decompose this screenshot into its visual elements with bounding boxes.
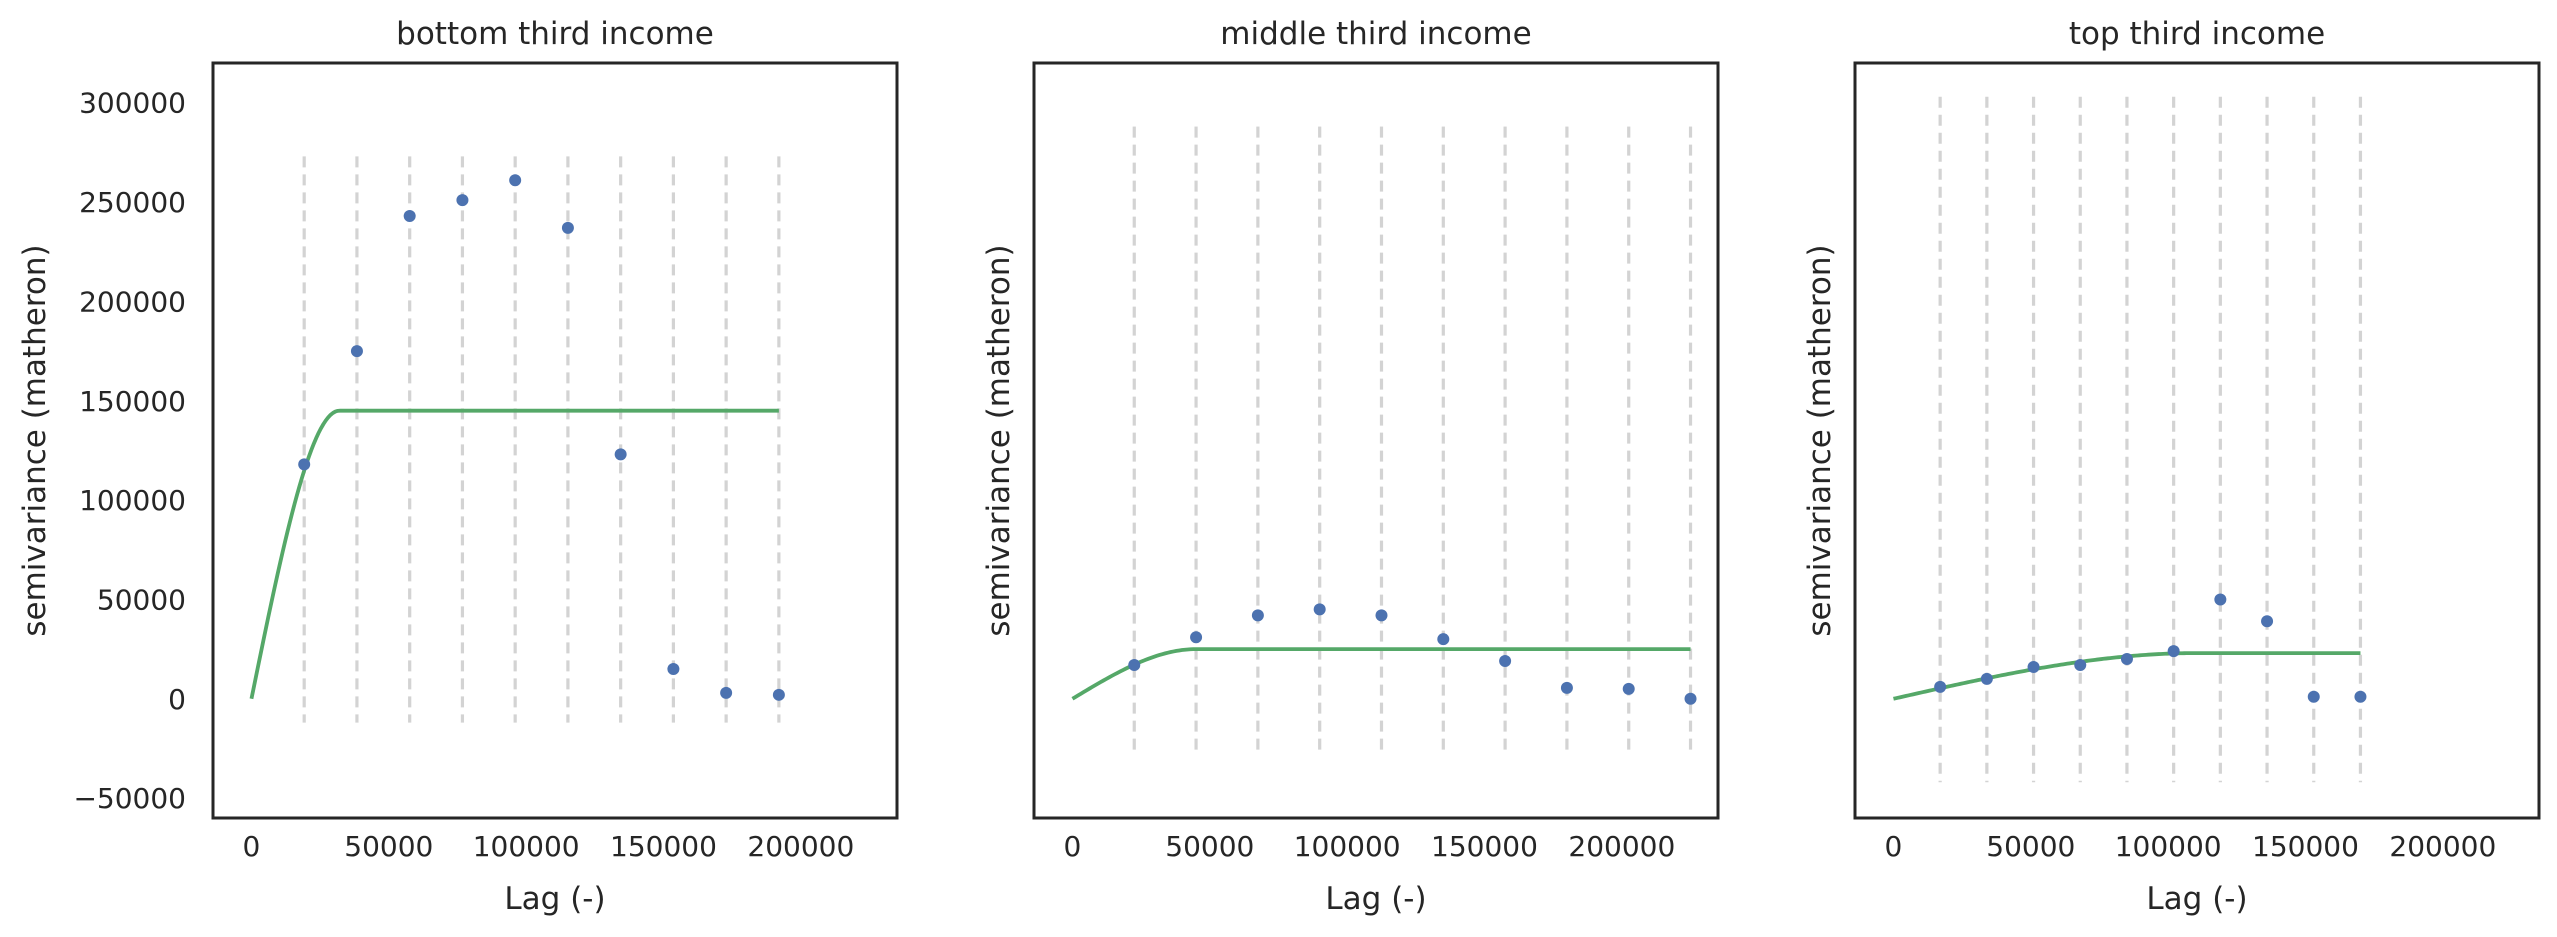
x-axis-label: Lag (-) [2146, 881, 2247, 917]
x-tick-label: 150000 [610, 830, 717, 863]
x-axis-label: Lag (-) [504, 881, 605, 917]
chart-title: bottom third income [396, 16, 714, 52]
data-point [2027, 661, 2040, 673]
x-tick-label: 150000 [1431, 830, 1538, 863]
data-point [2167, 645, 2180, 658]
data-point [1684, 692, 1697, 705]
data-point [1128, 659, 1141, 672]
y-tick-label: 50000 [97, 583, 186, 616]
data-point [720, 686, 733, 699]
data-point [509, 174, 522, 187]
chart-title: middle third income [1220, 16, 1531, 52]
x-tick-label: 0 [243, 830, 261, 863]
x-tick-label: 100000 [2115, 830, 2222, 863]
y-tick-label: 150000 [79, 385, 186, 418]
y-axis-label: semivariance (matheron) [17, 244, 53, 636]
data-point [2307, 690, 2320, 703]
data-point [772, 688, 785, 701]
x-axis-label: Lag (-) [1325, 881, 1426, 917]
x-tick-label: 150000 [2252, 830, 2359, 863]
plot-frame [211, 61, 899, 820]
data-point [2074, 659, 2087, 672]
chart-panel-2: 0 50000 100000 150000 200000 middle third inc… [981, 16, 1720, 917]
y-tick-label: 200000 [79, 285, 186, 318]
x-tick-label: 200000 [2389, 830, 2496, 863]
data-point [456, 194, 469, 207]
plot-frame [1853, 61, 2541, 820]
data-point [667, 662, 680, 675]
data-point [2261, 615, 2274, 628]
y-tick-label: −50000 [73, 782, 186, 815]
data-point [350, 345, 363, 358]
data-point [1622, 682, 1635, 695]
plot-frame [1032, 61, 1720, 820]
x-tick-label: 0 [1885, 830, 1903, 863]
y-tick-label: 100000 [79, 484, 186, 517]
data-point [1499, 655, 1512, 668]
data-point [1375, 609, 1388, 622]
data-point [1934, 680, 1947, 693]
data-point [1437, 633, 1450, 646]
chart-panel-3: 0 50000 100000 150000 200000 top third income… [1802, 16, 2541, 917]
data-point [2214, 593, 2227, 606]
chart-title: top third income [2069, 16, 2325, 52]
x-tick-label: 50000 [344, 830, 433, 863]
x-tick-label: 200000 [1568, 830, 1675, 863]
x-tick-label: 50000 [1165, 830, 1254, 863]
x-tick-label: 100000 [473, 830, 580, 863]
model-curve [249, 408, 779, 700]
chart-panel-1: 0 50000 100000 150000 200000 −50000 0 50000 1000… [17, 16, 899, 917]
data-point [298, 458, 311, 471]
data-point [403, 209, 416, 222]
x-tick-label: 200000 [747, 830, 854, 863]
model-curve [1071, 647, 1691, 701]
x-tick-label: 100000 [1294, 830, 1401, 863]
data-point [2120, 653, 2133, 666]
data-point [1980, 672, 1993, 685]
data-point [2354, 690, 2367, 703]
y-tick-label: 0 [168, 683, 186, 716]
y-axis-label: semivariance (matheron) [1802, 244, 1838, 636]
data-point [614, 448, 627, 461]
y-axis-label: semivariance (matheron) [981, 244, 1017, 636]
data-point [1190, 631, 1203, 644]
data-point [1313, 603, 1326, 616]
y-tick-label: 250000 [79, 186, 186, 219]
data-point [1560, 681, 1573, 694]
data-point [561, 221, 574, 234]
x-tick-label: 50000 [1986, 830, 2075, 863]
y-tick-label: 300000 [79, 87, 186, 120]
x-tick-label: 0 [1064, 830, 1082, 863]
data-point [1251, 609, 1264, 622]
